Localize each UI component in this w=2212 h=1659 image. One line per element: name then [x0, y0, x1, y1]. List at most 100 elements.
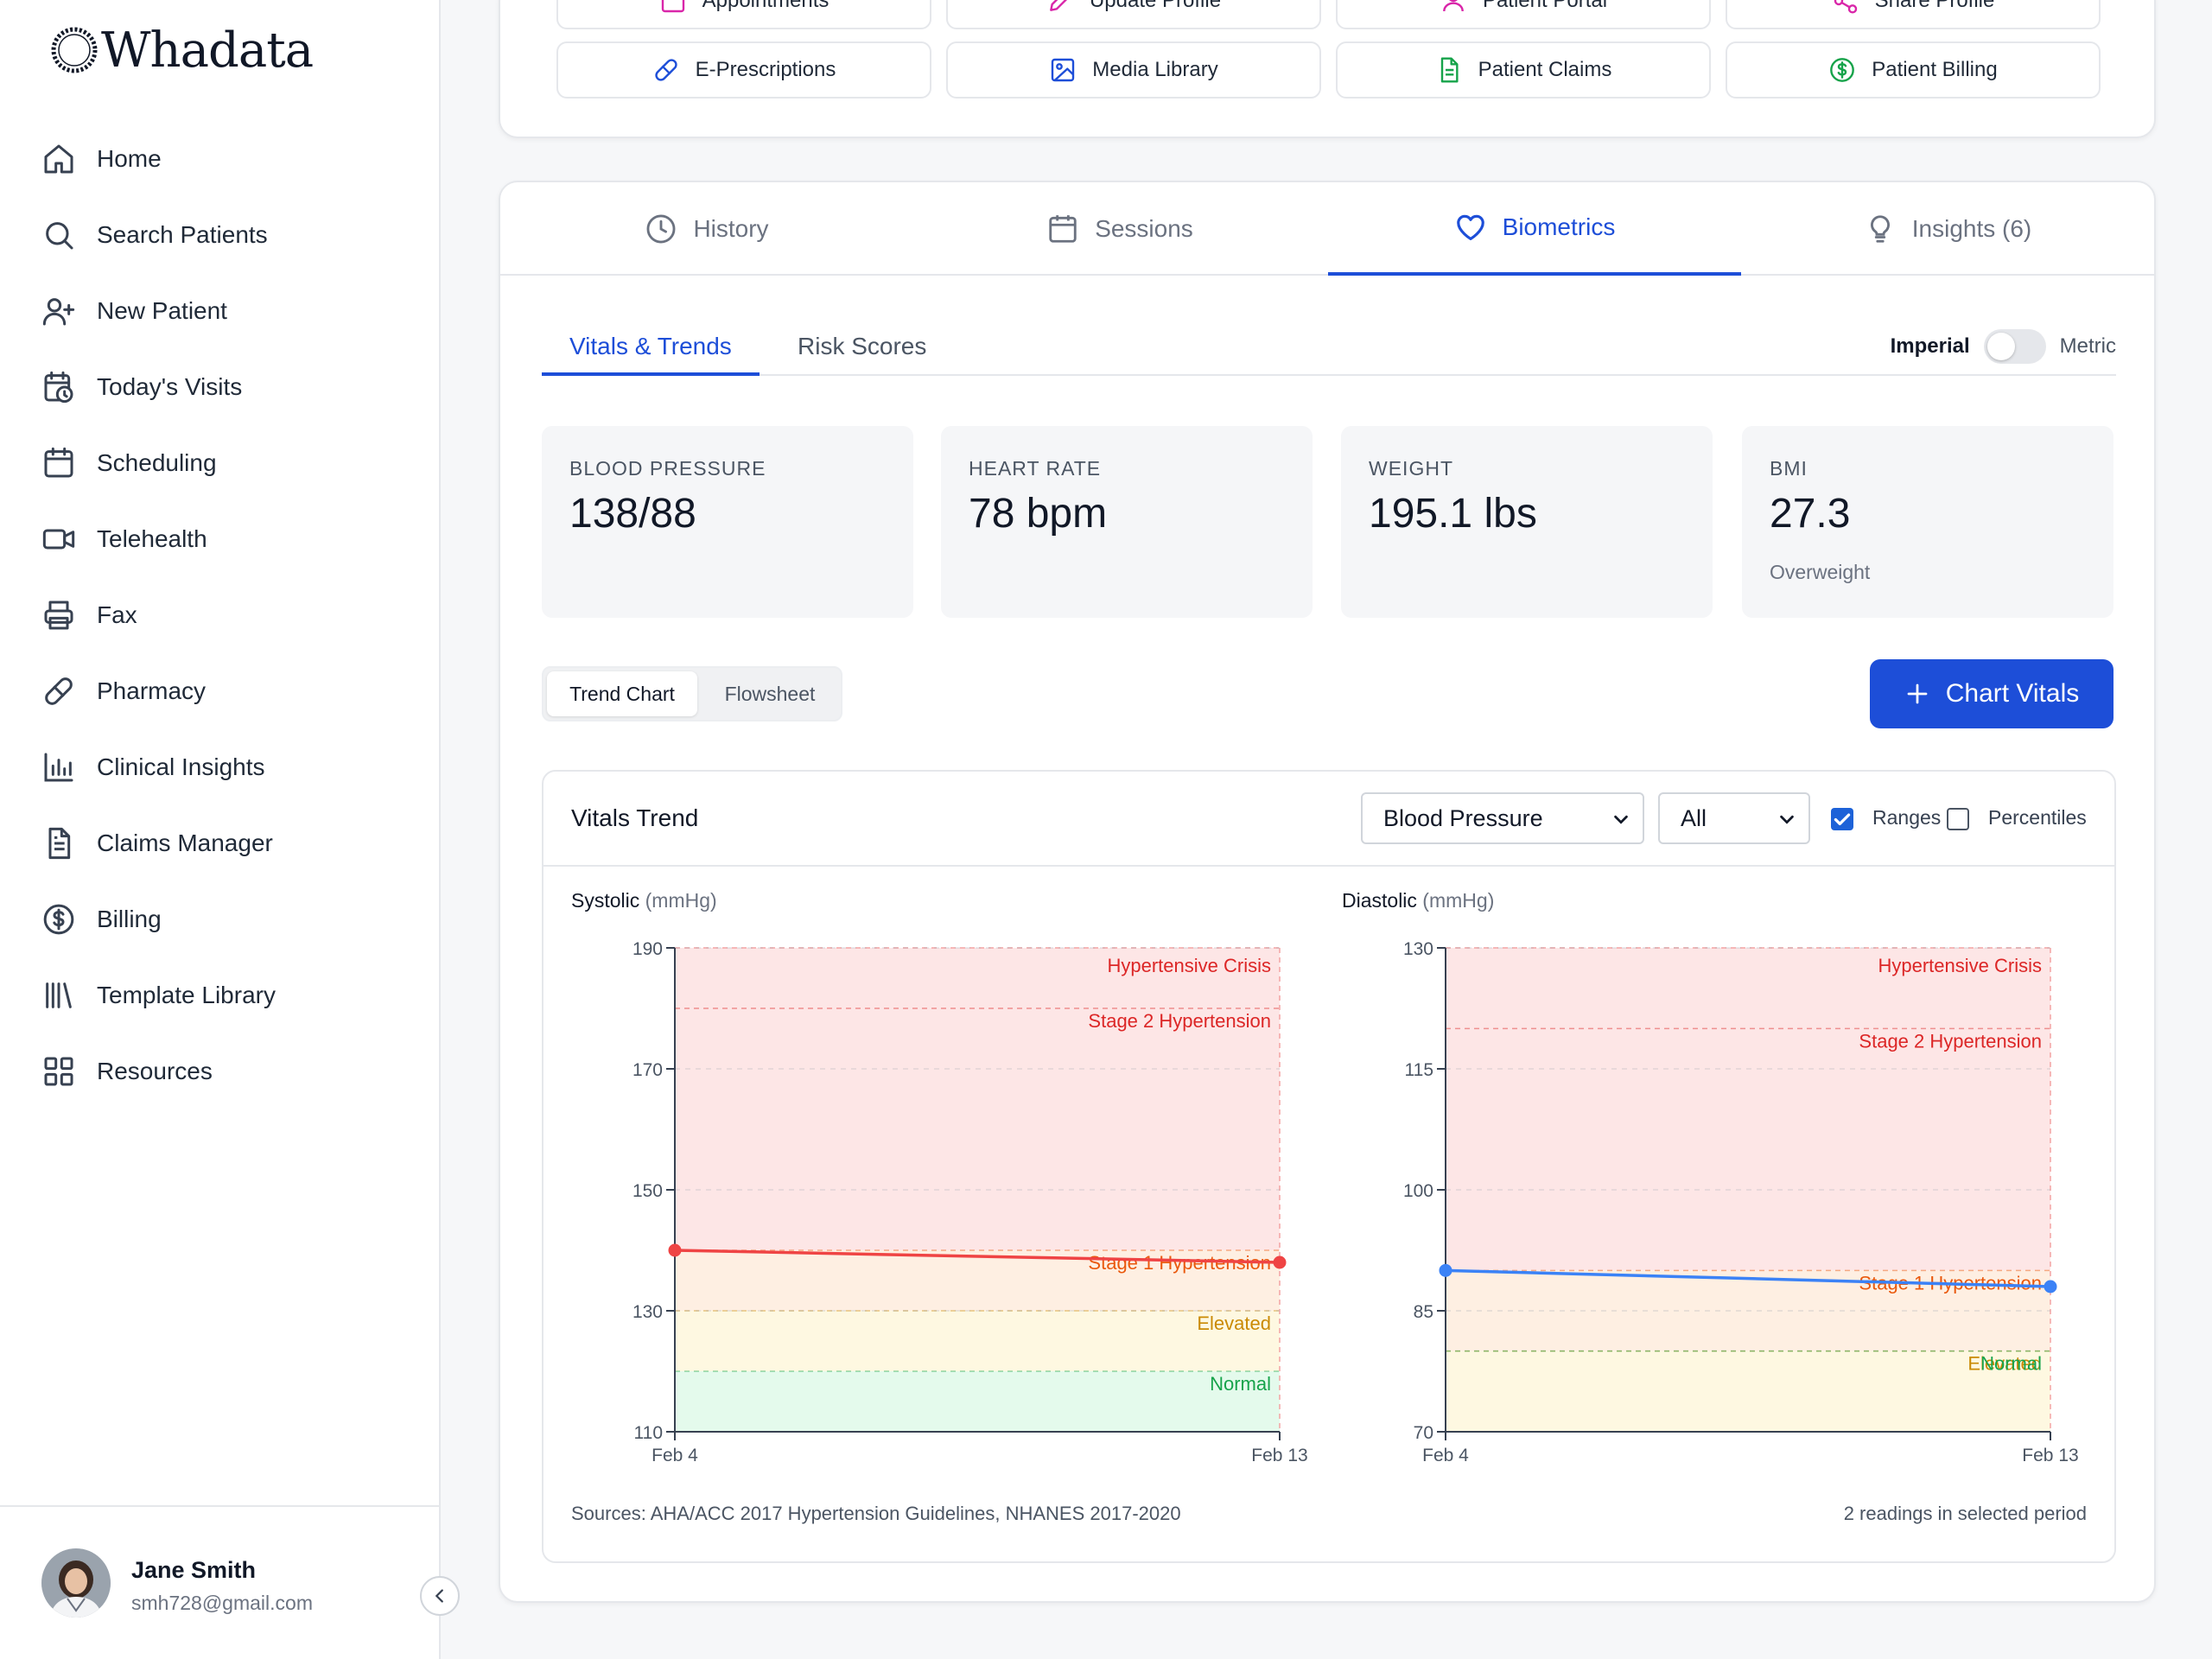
chart-vitals-button[interactable]: Chart Vitals	[1870, 659, 2113, 728]
update-profile-button[interactable]: Update Profile	[946, 0, 1321, 29]
appointments-button[interactable]: Appointments	[556, 0, 931, 29]
patient-portal-button[interactable]: Patient Portal	[1336, 0, 1711, 29]
share-profile-button[interactable]: Share Profile	[1726, 0, 2101, 29]
collapse-sidebar-button[interactable]	[420, 1576, 460, 1616]
tab-biometrics[interactable]: Biometrics	[1328, 182, 1741, 276]
tab-label: History	[693, 215, 769, 242]
range-band	[1446, 1351, 2050, 1432]
sidebar-item-label: Home	[97, 145, 162, 172]
view-toggle: Trend Chart Flowsheet	[542, 666, 842, 721]
x-tick-label: Feb 13	[2022, 1446, 2078, 1465]
document-icon	[48, 827, 71, 860]
y-tick-label: 100	[1403, 1181, 1433, 1201]
tab-history[interactable]: History	[500, 182, 913, 276]
stat-value: 195.1 lbs	[1369, 491, 1537, 537]
sidebar-item-scheduling[interactable]: Scheduling	[0, 425, 441, 501]
tab-sessions[interactable]: Sessions	[913, 182, 1326, 276]
y-tick-label: 190	[632, 939, 663, 959]
e-prescriptions-button[interactable]: E-Prescriptions	[556, 41, 931, 99]
sidebar-item-label: Fax	[97, 601, 137, 628]
range-label: Normal	[1980, 1353, 2042, 1375]
action-label: Patient Portal	[1482, 0, 1608, 12]
media-library-button[interactable]: Media Library	[946, 41, 1321, 99]
vitals-trend-title: Vitals Trend	[571, 804, 699, 831]
imperial-label: Imperial	[1890, 334, 1970, 358]
tab-label: Biometrics	[1502, 213, 1616, 240]
y-tick-label: 170	[632, 1060, 663, 1080]
y-tick-label: 85	[1414, 1302, 1433, 1322]
sidebar-item-claims-manager[interactable]: Claims Manager	[0, 805, 441, 881]
detail-tabs: History Sessions Biometrics Insights (6)	[500, 182, 2154, 276]
plus-icon	[1907, 683, 1928, 704]
stat-label: WEIGHT	[1369, 457, 1453, 480]
chart-sources: Sources: AHA/ACC 2017 Hypertension Guide…	[571, 1503, 1181, 1524]
systolic-data-point	[668, 1243, 682, 1257]
document-icon	[1440, 57, 1459, 83]
sidebar-item-resources[interactable]: Resources	[0, 1033, 441, 1109]
video-icon	[42, 529, 75, 550]
sidebar-item-label: Telehealth	[97, 525, 207, 552]
y-tick-label: 110	[634, 1423, 663, 1443]
x-tick-label: Feb 13	[1251, 1446, 1307, 1465]
tab-insights[interactable]: Insights (6)	[1741, 182, 2154, 276]
range-label: Stage 2 Hypertension	[1088, 1010, 1271, 1032]
image-icon	[1052, 58, 1075, 82]
sidebar-item-search-patients[interactable]: Search Patients	[0, 197, 441, 273]
pencil-icon	[1050, 0, 1067, 11]
stat-value: 78 bpm	[969, 491, 1108, 537]
sidebar-item-clinical-insights[interactable]: Clinical Insights	[0, 729, 441, 805]
sidebar-item-label: Claims Manager	[97, 830, 273, 856]
trend-chart-button[interactable]: Trend Chart	[547, 671, 697, 716]
sidebar-item-billing[interactable]: Billing	[0, 881, 441, 957]
subtab-vitals-trends[interactable]: Vitals & Trends	[542, 327, 760, 376]
sidebar-item-telehealth[interactable]: Telehealth	[0, 501, 441, 577]
patient-claims-button[interactable]: Patient Claims	[1336, 41, 1711, 99]
sidebar-item-todays-visits[interactable]: Today's Visits	[0, 349, 441, 425]
biometrics-subtabs: Vitals & Trends Risk Scores Imperial Met…	[542, 327, 2116, 376]
diastolic-series-line	[1445, 1268, 2051, 1288]
action-label: Appointments	[702, 0, 830, 12]
user-profile[interactable]: Jane Smith smh728@gmail.com	[0, 1505, 441, 1659]
action-label: E-Prescriptions	[695, 58, 836, 81]
pill-icon	[45, 677, 73, 705]
range-band	[675, 1008, 1280, 1250]
home-icon	[44, 144, 73, 174]
sidebar-item-home[interactable]: Home	[0, 121, 441, 197]
vital-type-value: Blood Pressure	[1383, 804, 1543, 831]
subtab-risk-scores[interactable]: Risk Scores	[798, 333, 927, 359]
grid-icon	[44, 1057, 73, 1086]
stat-heart-rate: HEART RATE 78 bpm	[941, 426, 1313, 618]
flowsheet-button[interactable]: Flowsheet	[724, 683, 816, 705]
sidebar-item-new-patient[interactable]: New Patient	[0, 273, 441, 349]
percentiles-checkbox[interactable]	[1947, 808, 1969, 830]
sidebar-item-pharmacy[interactable]: Pharmacy	[0, 653, 441, 729]
avatar	[41, 1548, 111, 1618]
sidebar-item-template-library[interactable]: Template Library	[0, 957, 441, 1033]
tab-label: Sessions	[1095, 215, 1193, 242]
unit-switch[interactable]	[1983, 329, 2046, 364]
range-band	[1446, 948, 2050, 1029]
dollar-circle-icon	[43, 904, 74, 935]
range-label: Normal	[1210, 1373, 1271, 1395]
calendar-clock-icon	[44, 371, 73, 404]
dollar-circle-icon	[1830, 58, 1855, 82]
range-band	[1446, 1028, 2050, 1271]
range-label: Elevated	[1967, 1353, 2042, 1375]
unit-toggle: Imperial Metric	[1891, 327, 2116, 365]
vitals-trend-panel: Vitals Trend Blood Pressure All Ranges P…	[542, 770, 2116, 1563]
x-tick-label: Feb 4	[1422, 1446, 1469, 1465]
range-band	[675, 948, 1280, 1008]
sidebar-item-label: Scheduling	[97, 449, 217, 476]
app-logo[interactable]: Whadata	[48, 19, 314, 81]
sidebar-item-fax[interactable]: Fax	[0, 577, 441, 653]
sidebar-item-label: Billing	[97, 906, 162, 932]
period-select[interactable]: All	[1658, 792, 1810, 844]
vital-type-select[interactable]: Blood Pressure	[1361, 792, 1644, 844]
patient-billing-button[interactable]: Patient Billing	[1726, 41, 2101, 99]
ranges-checkbox[interactable]	[1831, 808, 1853, 830]
action-label: Patient Claims	[1478, 58, 1612, 81]
calendar-icon	[1049, 215, 1077, 243]
bmi-category: Overweight	[1770, 561, 1871, 583]
stat-label: BLOOD PRESSURE	[569, 457, 766, 480]
sidebar-item-label: Resources	[97, 1058, 213, 1084]
